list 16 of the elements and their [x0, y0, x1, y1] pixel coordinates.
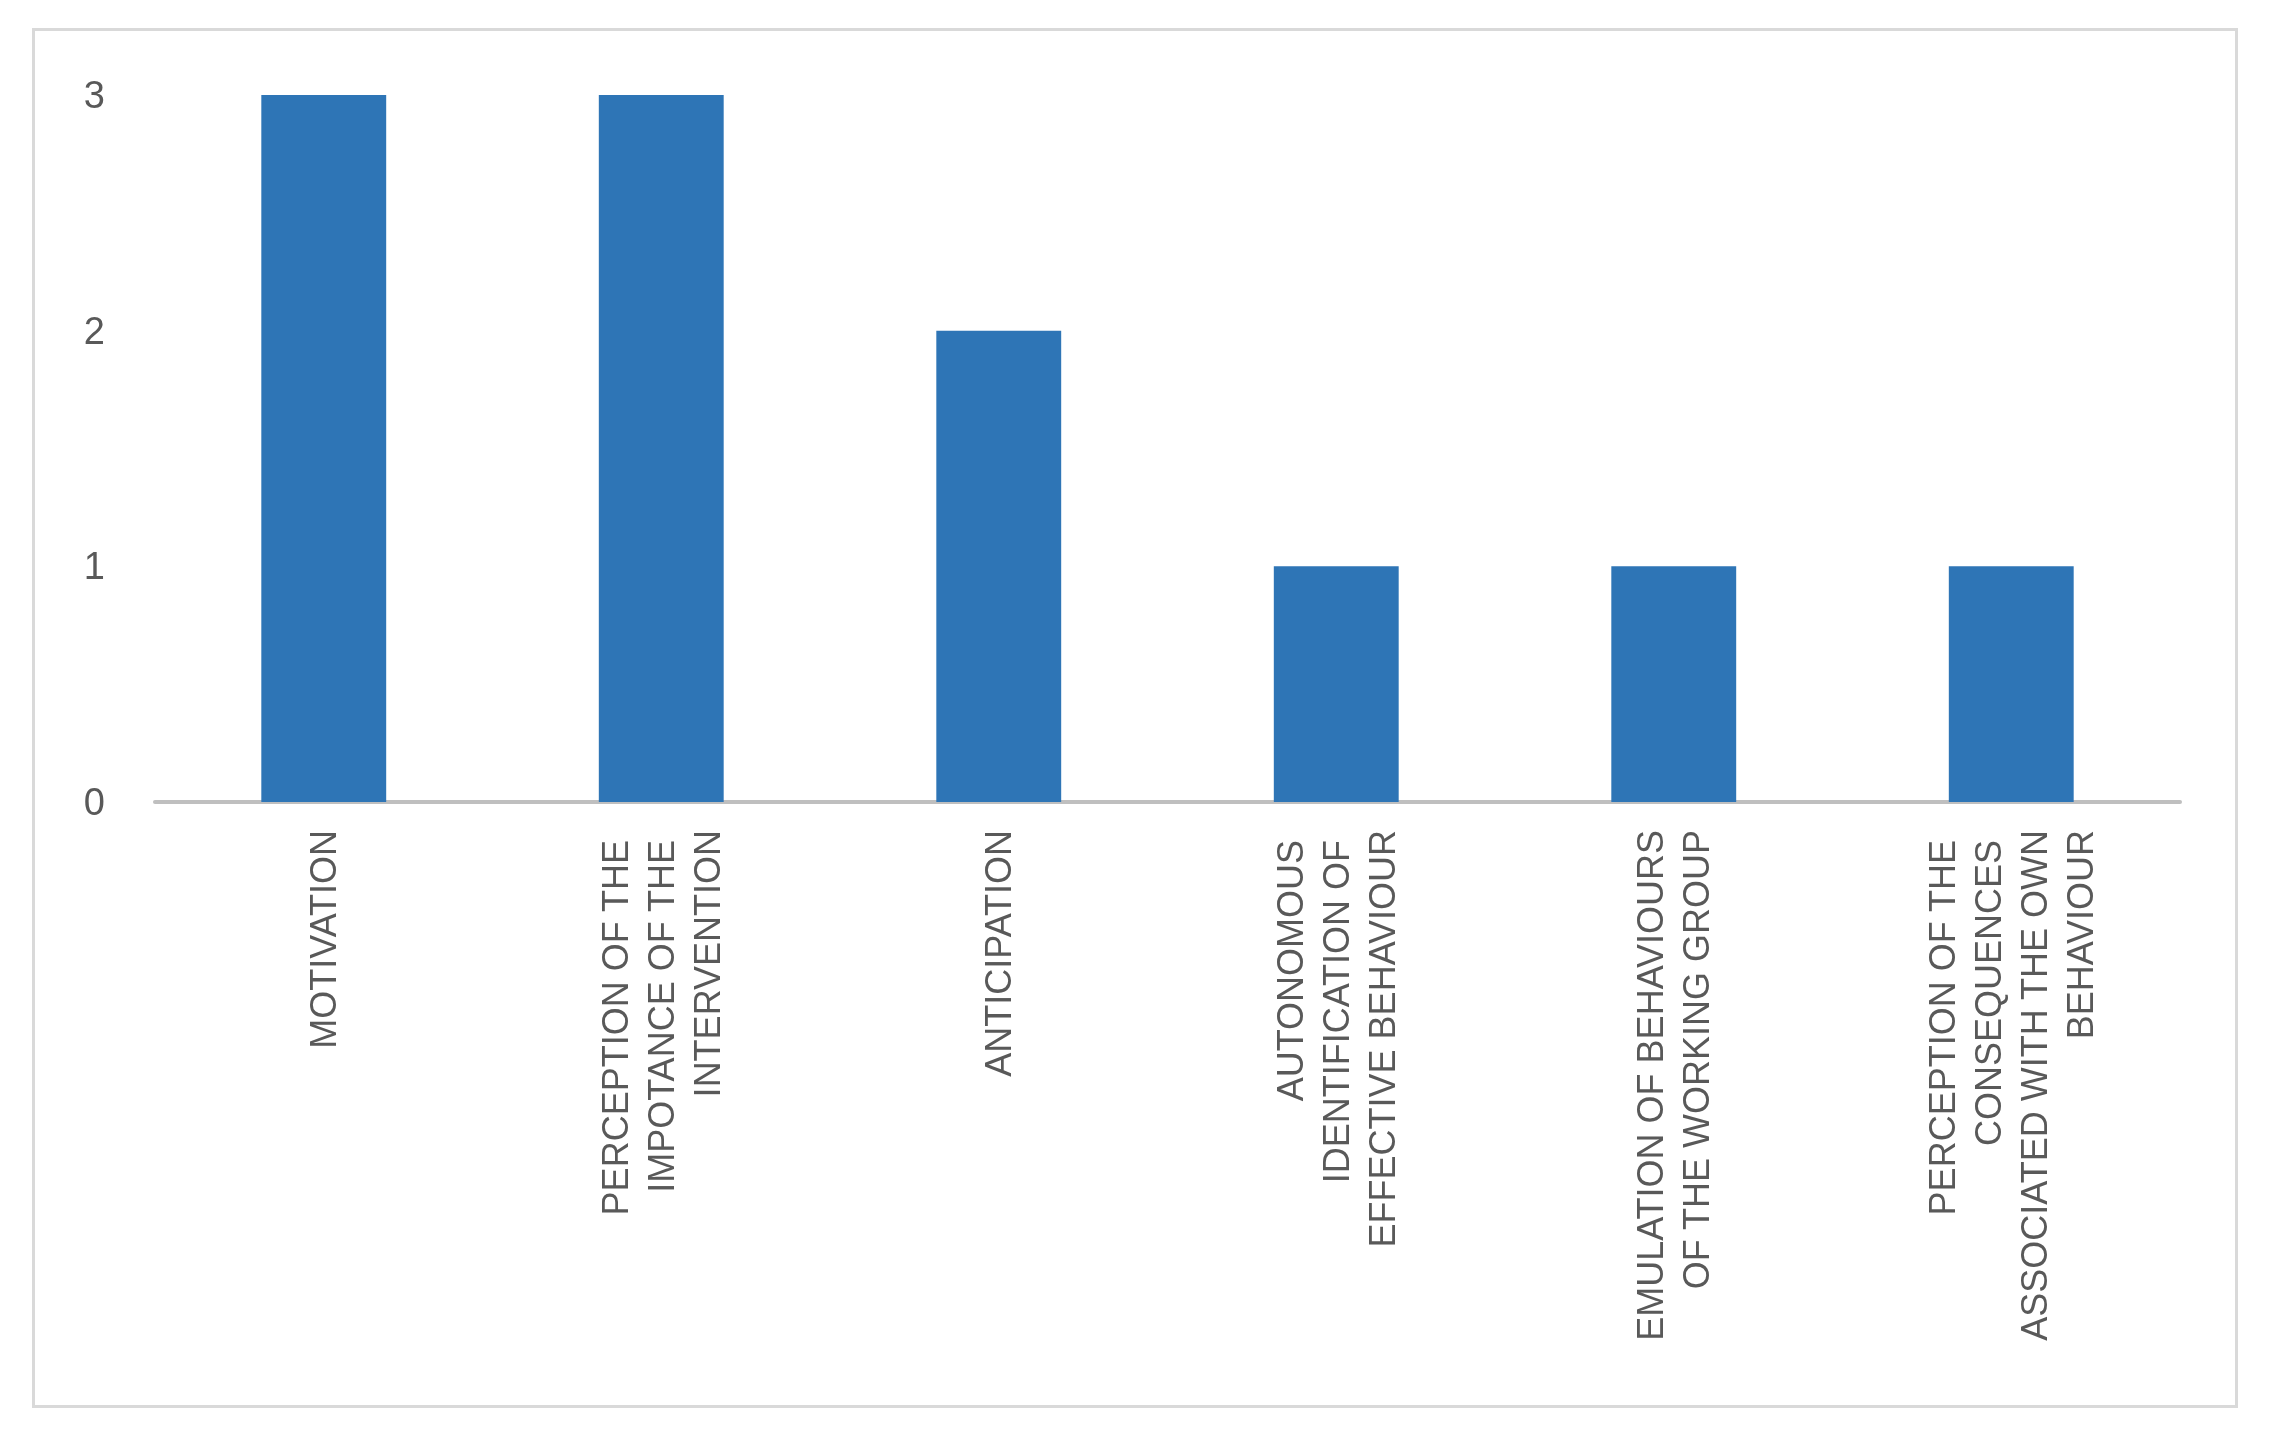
y-tick-label: 2 — [83, 309, 105, 352]
x-tick-label: EMULATION OF BEHAVIOURS OF THE WORKING GROUP — [1630, 830, 1718, 1341]
bar — [1948, 566, 2074, 802]
bar — [1611, 566, 1737, 802]
bar — [1273, 566, 1399, 802]
y-tick-label: 0 — [83, 781, 105, 823]
x-tick-label: PERCEPTION OF THE CONSEQUENCES ASSOCIATED WITH THE OWN BEHAVIOUR — [1921, 830, 2101, 1341]
x-tick-label: PERCEPTION OF THE IMPOTANCE OF THE INTERVENTION — [594, 830, 728, 1216]
x-tick-label: AUTONOMOUS IDENTIFICATION OF EFFECTIVE BEHAVIOUR — [1269, 830, 1403, 1248]
y-tick-label: 1 — [83, 545, 105, 588]
bar — [936, 330, 1062, 802]
x-tick-label: ANTICIPATION — [978, 830, 1020, 1077]
bar — [598, 95, 724, 802]
bar — [261, 95, 387, 802]
y-tick-label: 3 — [83, 74, 105, 116]
x-tick-label: MOTIVATION — [303, 830, 345, 1049]
